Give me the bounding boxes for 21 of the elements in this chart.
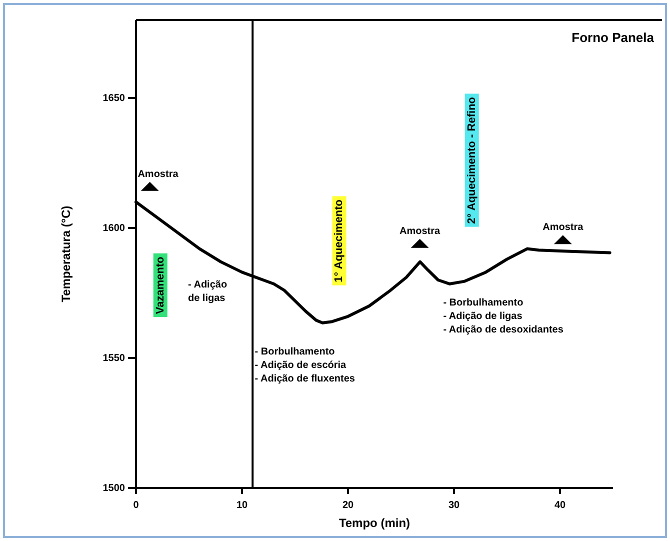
y-tick-label: 1600 bbox=[102, 223, 126, 234]
x-axis-title: Tempo (min) bbox=[338, 516, 410, 530]
annotation: Amostra bbox=[138, 168, 179, 180]
x-tick-label: 10 bbox=[236, 500, 248, 511]
x-tick-label: 20 bbox=[342, 500, 354, 511]
text: Forno Panela bbox=[572, 30, 655, 45]
annotation: Vazamento bbox=[154, 256, 166, 314]
y-tick-label: 1550 bbox=[102, 353, 126, 364]
x-tick-label: 30 bbox=[448, 500, 460, 511]
annotation: 1° Aquecimento bbox=[333, 199, 346, 282]
annotation: 2° Aquecimento - Refino bbox=[466, 96, 478, 224]
annotation: - Borbulhamento - Adição de ligas - Adição de desoxidantes bbox=[443, 297, 564, 336]
x-tick-label: 0 bbox=[133, 500, 140, 511]
x-tick-label: 40 bbox=[554, 500, 566, 511]
y-tick-label: 1650 bbox=[102, 93, 126, 104]
annotation: - Borbulhamento - Adição de escória - Adição de fluxentes bbox=[254, 346, 356, 385]
annotation: - Adição de ligas bbox=[188, 280, 228, 304]
y-axis-title: Temperatura (°C) bbox=[59, 206, 73, 302]
annotation: Amostra bbox=[400, 226, 441, 237]
y-tick-label: 1500 bbox=[102, 483, 126, 494]
annotation: Amostra bbox=[542, 222, 584, 234]
